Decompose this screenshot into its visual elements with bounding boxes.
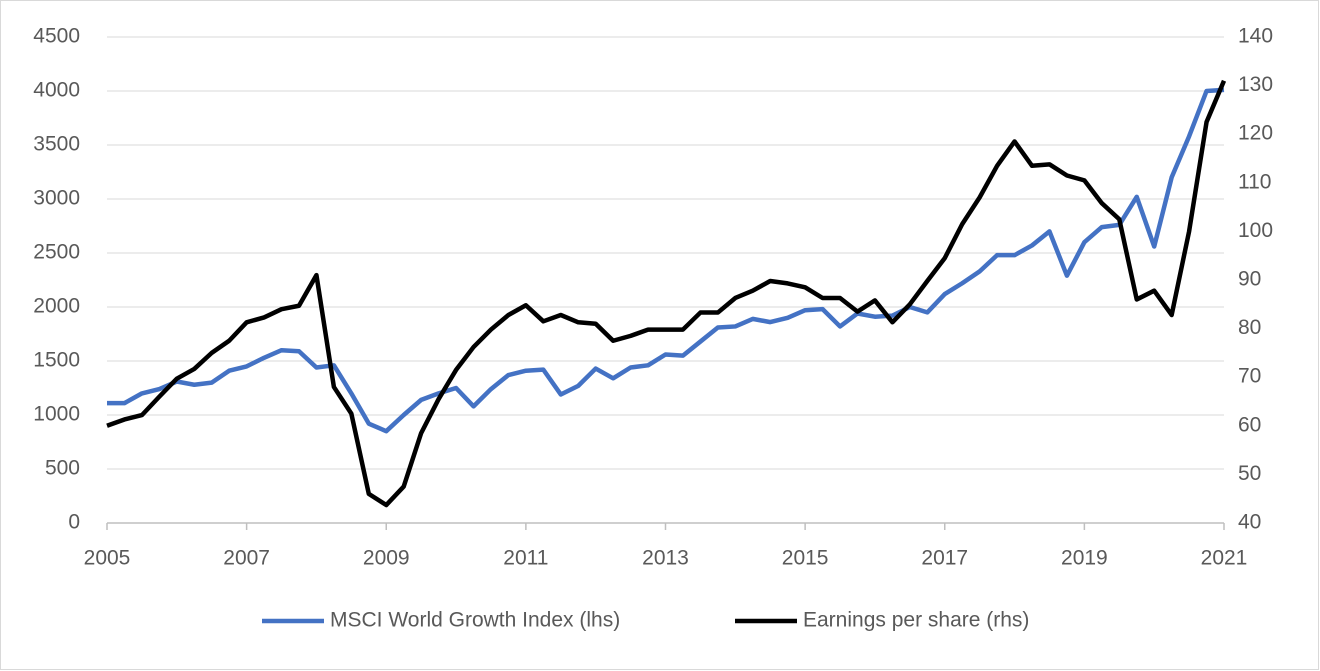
y-tick-label: 500 <box>45 457 80 480</box>
y2-tick-label: 140 <box>1238 25 1273 48</box>
x-tick-label: 2019 <box>1061 547 1108 570</box>
y-tick-label: 3000 <box>33 187 80 210</box>
y-tick-label: 4500 <box>33 25 80 48</box>
y-tick-label: 1000 <box>33 403 80 426</box>
y-tick-label: 3500 <box>33 133 80 156</box>
y2-tick-label: 100 <box>1238 219 1273 242</box>
data-line <box>107 87 1225 434</box>
x-tick-label: 2021 <box>1201 547 1248 570</box>
legend-label: Earnings per share (rhs) <box>803 609 1029 632</box>
x-tick-label: 2005 <box>84 547 131 570</box>
x-tick-label: 2017 <box>921 547 968 570</box>
x-tick-label: 2011 <box>503 547 548 570</box>
y2-tick-label: 60 <box>1238 413 1261 436</box>
x-tick-label: 2009 <box>363 547 410 570</box>
x-tick-label: 2013 <box>642 547 689 570</box>
y2-tick-label: 90 <box>1238 268 1261 291</box>
legend-label: MSCI World Growth Index (lhs) <box>330 609 620 632</box>
y2-tick-label: 70 <box>1238 365 1261 388</box>
y2-tick-label: 120 <box>1238 122 1273 145</box>
y-tick-label: 1500 <box>33 349 80 372</box>
y2-tick-label: 130 <box>1238 73 1273 96</box>
data-line <box>106 79 1227 508</box>
y2-tick-label: 50 <box>1238 462 1261 485</box>
y2-tick-label: 80 <box>1238 316 1261 339</box>
x-tick-label: 2015 <box>782 547 829 570</box>
y-tick-label: 0 <box>68 511 80 534</box>
y2-tick-label: 40 <box>1238 511 1261 534</box>
x-tick-label: 2007 <box>223 547 270 570</box>
y-tick-label: 4000 <box>33 79 80 102</box>
y-tick-label: 2000 <box>33 295 80 318</box>
y-tick-label: 2500 <box>33 241 80 264</box>
y2-tick-label: 110 <box>1238 170 1271 193</box>
